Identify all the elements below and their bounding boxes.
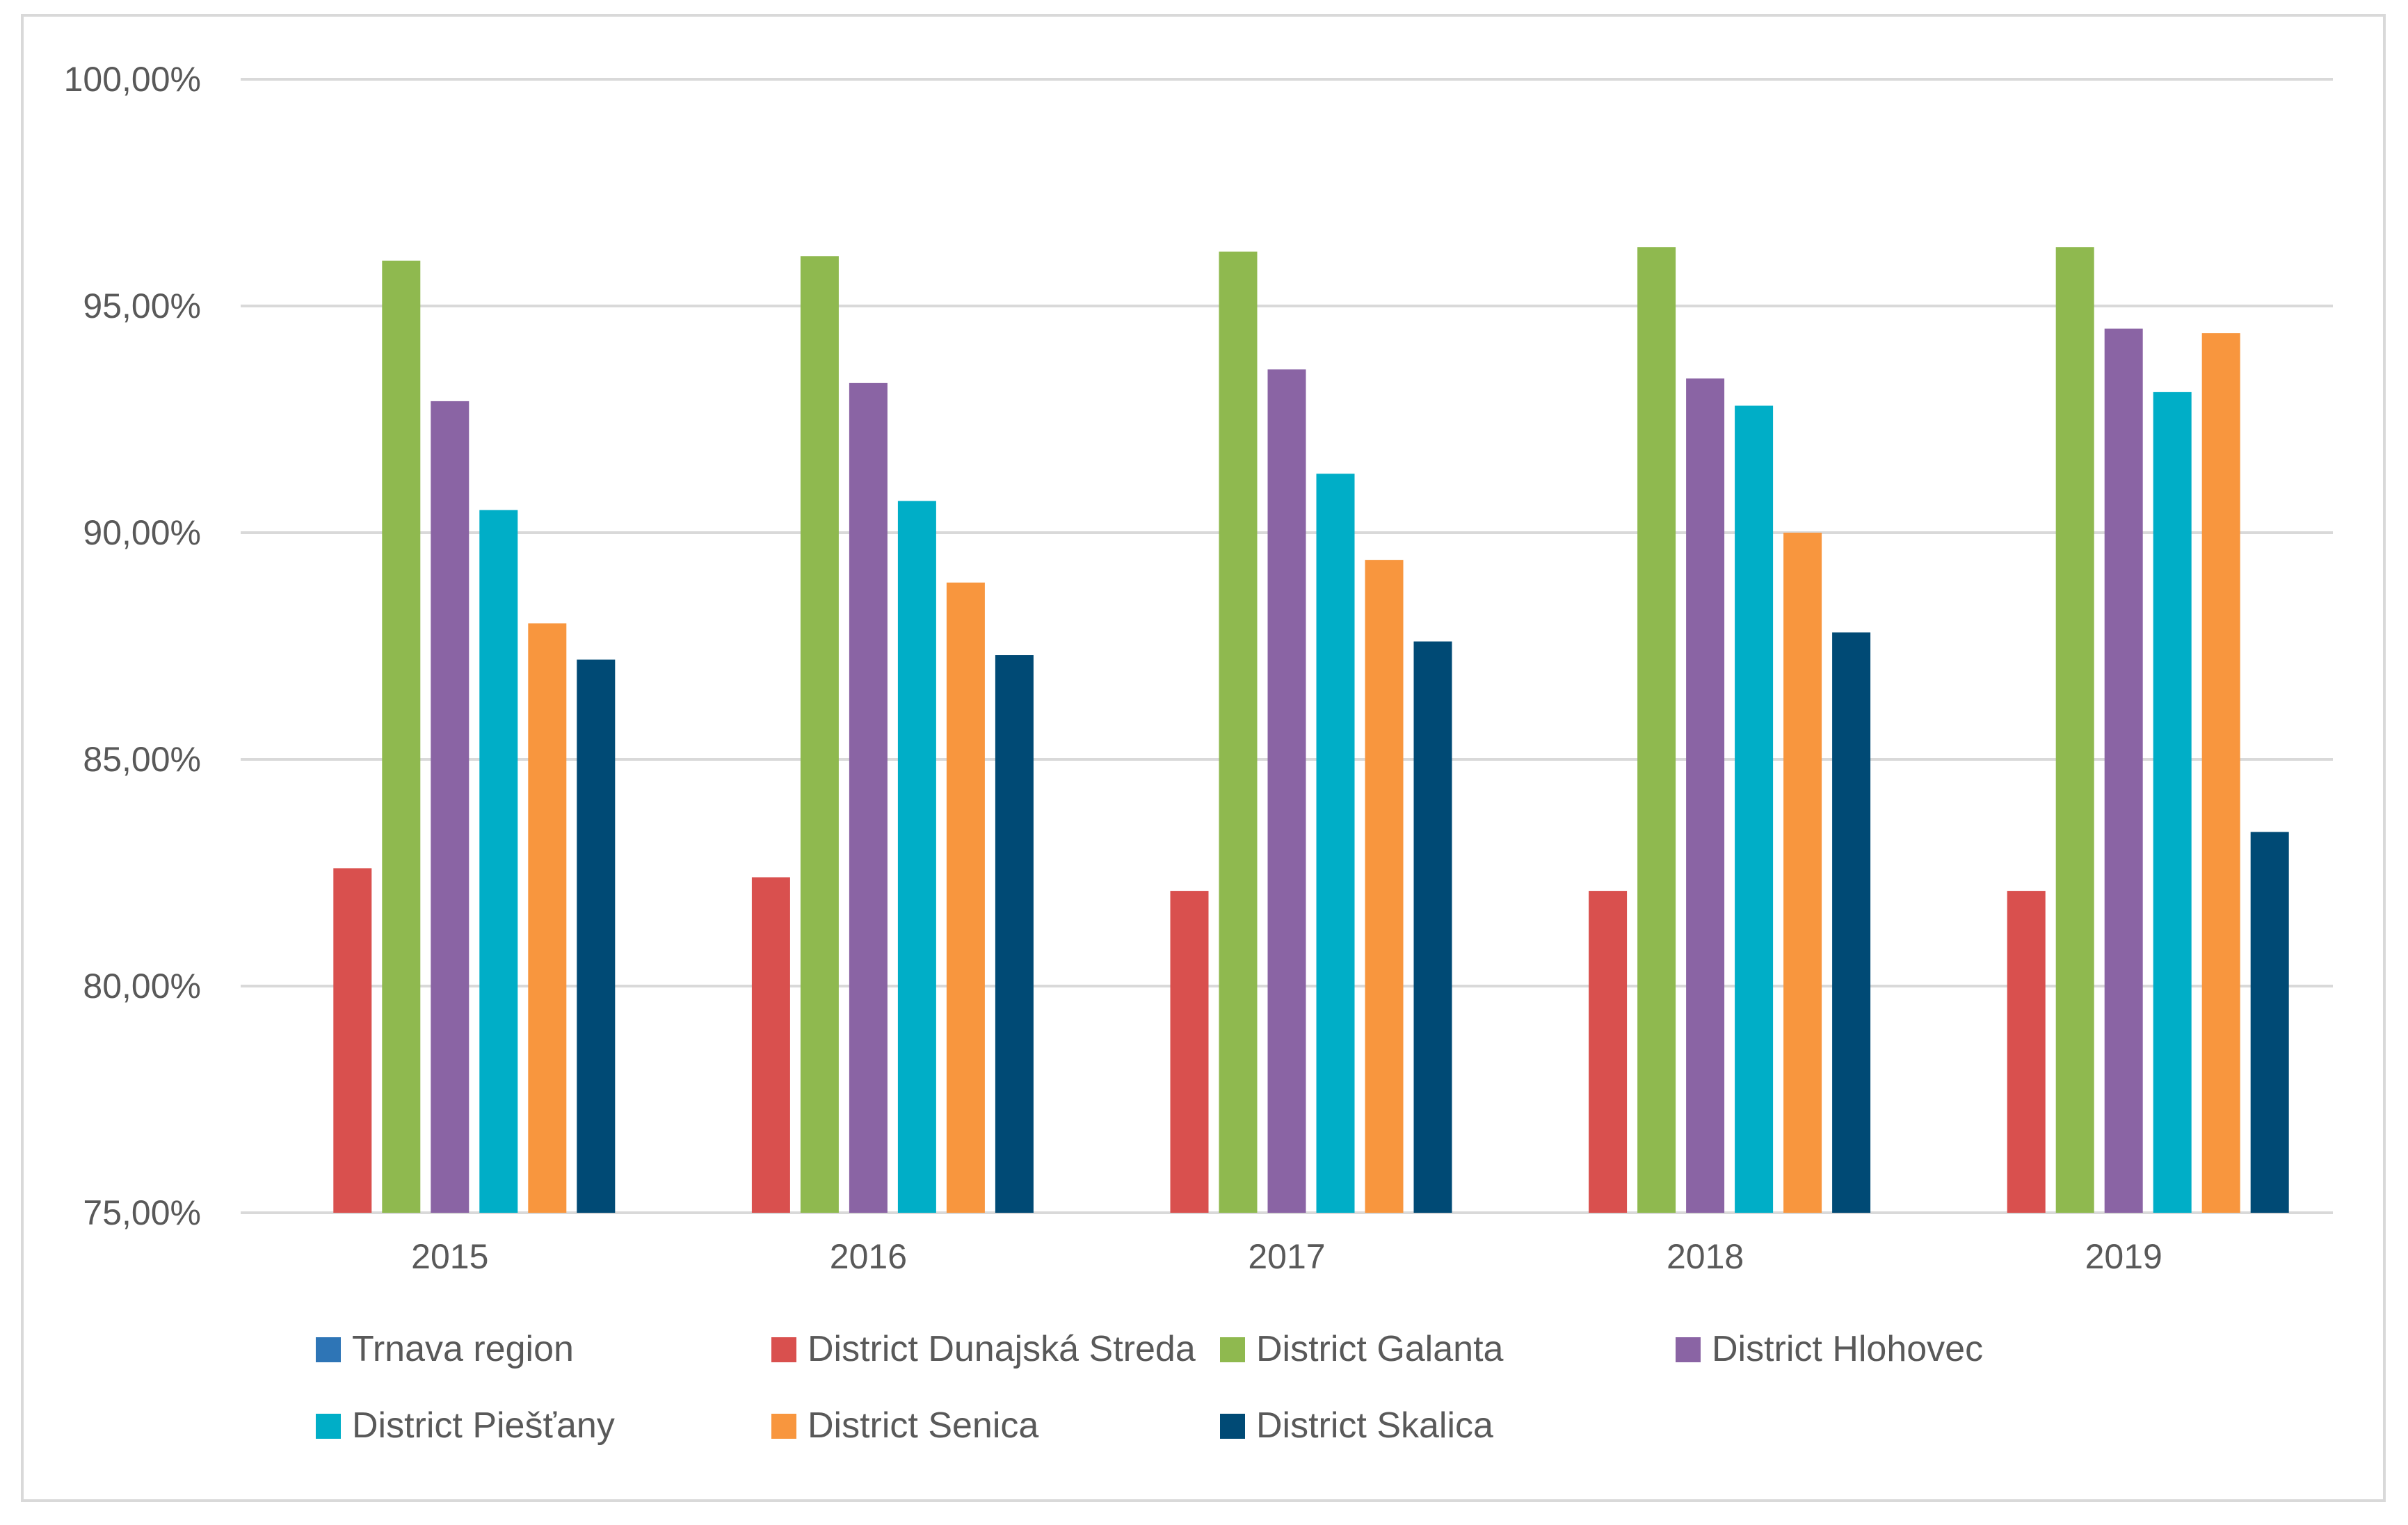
chart-frame: 75,00% 80,00% 85,00% 90,00% 95,00% 100,00% 20… bbox=[21, 14, 2386, 1502]
legend-label: Trnava region bbox=[352, 1329, 574, 1369]
bar-district-skalica-2018 bbox=[1832, 632, 1871, 1213]
legend-label: District Dunajská Streda bbox=[808, 1329, 1196, 1369]
legend-swatch bbox=[1676, 1337, 1701, 1362]
bar-district-galanta-2019 bbox=[2055, 247, 2094, 1213]
legend-swatch bbox=[771, 1414, 796, 1439]
x-tick-label: 2016 bbox=[830, 1237, 907, 1276]
bar-district-hlohovec-2016 bbox=[849, 382, 888, 1213]
x-tick-label: 2015 bbox=[411, 1237, 488, 1276]
y-tick-label: 85,00% bbox=[83, 740, 201, 779]
legend-swatch bbox=[1220, 1337, 1245, 1362]
bar-district-dunajsk-streda-2019 bbox=[2007, 891, 2046, 1213]
legend-swatch bbox=[1220, 1414, 1245, 1439]
x-axis-ticks: 2015 2016 2017 2018 2019 bbox=[411, 1237, 2162, 1276]
bar-district-pie-any-2015 bbox=[479, 510, 518, 1213]
bar-district-galanta-2018 bbox=[1637, 247, 1676, 1213]
bar-district-pie-any-2017 bbox=[1316, 474, 1355, 1213]
bar-district-senica-2018 bbox=[1783, 533, 1822, 1213]
bar-district-galanta-2017 bbox=[1219, 251, 1258, 1213]
y-tick-label: 75,00% bbox=[83, 1193, 201, 1232]
legend-label: District Skalica bbox=[1256, 1405, 1493, 1446]
bar-district-skalica-2019 bbox=[2250, 832, 2289, 1213]
y-tick-label: 95,00% bbox=[83, 287, 201, 325]
bar-district-pie-any-2019 bbox=[2153, 392, 2192, 1213]
bar-district-hlohovec-2018 bbox=[1686, 378, 1725, 1213]
bar-district-hlohovec-2015 bbox=[431, 401, 469, 1213]
legend: Trnava region District Dunajská Streda Dis… bbox=[316, 1329, 1983, 1446]
bar-district-senica-2015 bbox=[528, 623, 567, 1213]
bar-district-dunajsk-streda-2015 bbox=[333, 868, 372, 1213]
legend-swatch bbox=[771, 1337, 796, 1362]
legend-item: District Piešťany bbox=[316, 1405, 615, 1446]
legend-label: District Piešťany bbox=[352, 1405, 615, 1446]
bar-district-senica-2016 bbox=[946, 582, 985, 1213]
bar-district-dunajsk-streda-2018 bbox=[1589, 891, 1628, 1213]
y-tick-label: 90,00% bbox=[83, 513, 201, 552]
legend-item: District Senica bbox=[771, 1405, 1038, 1446]
bar-district-skalica-2017 bbox=[1413, 641, 1452, 1213]
legend-swatch bbox=[316, 1337, 341, 1362]
legend-item: District Galanta bbox=[1220, 1329, 1504, 1369]
legend-item: District Hlohovec bbox=[1676, 1329, 1983, 1369]
bar-district-skalica-2016 bbox=[995, 655, 1034, 1213]
bar-district-skalica-2015 bbox=[577, 659, 616, 1213]
legend-swatch bbox=[316, 1414, 341, 1439]
bar-district-dunajsk-streda-2017 bbox=[1170, 891, 1209, 1213]
legend-label: District Senica bbox=[808, 1405, 1038, 1446]
x-tick-label: 2017 bbox=[1248, 1237, 1325, 1276]
bar-district-galanta-2015 bbox=[382, 260, 421, 1213]
y-axis-ticks: 75,00% 80,00% 85,00% 90,00% 95,00% 100,00% bbox=[64, 60, 201, 1232]
bar-district-hlohovec-2017 bbox=[1267, 369, 1306, 1213]
legend-item: Trnava region bbox=[316, 1329, 574, 1369]
bar-district-pie-any-2016 bbox=[897, 501, 936, 1213]
legend-label: District Hlohovec bbox=[1712, 1329, 1983, 1369]
y-tick-label: 80,00% bbox=[83, 967, 201, 1006]
x-tick-label: 2019 bbox=[2085, 1237, 2162, 1276]
legend-item: District Skalica bbox=[1220, 1405, 1493, 1446]
bar-district-hlohovec-2019 bbox=[2104, 328, 2143, 1213]
legend-item: District Dunajská Streda bbox=[771, 1329, 1196, 1369]
legend-label: District Galanta bbox=[1256, 1329, 1504, 1369]
x-tick-label: 2018 bbox=[1667, 1237, 1744, 1276]
bar-district-dunajsk-streda-2016 bbox=[751, 877, 790, 1213]
bar-district-senica-2019 bbox=[2201, 333, 2240, 1213]
bar-chart: 75,00% 80,00% 85,00% 90,00% 95,00% 100,00% 20… bbox=[64, 60, 2333, 1446]
y-tick-label: 100,00% bbox=[64, 60, 201, 99]
bar-district-senica-2017 bbox=[1365, 560, 1404, 1213]
bar-district-galanta-2016 bbox=[800, 256, 839, 1213]
bars bbox=[333, 247, 2289, 1213]
bar-district-pie-any-2018 bbox=[1735, 405, 1774, 1213]
